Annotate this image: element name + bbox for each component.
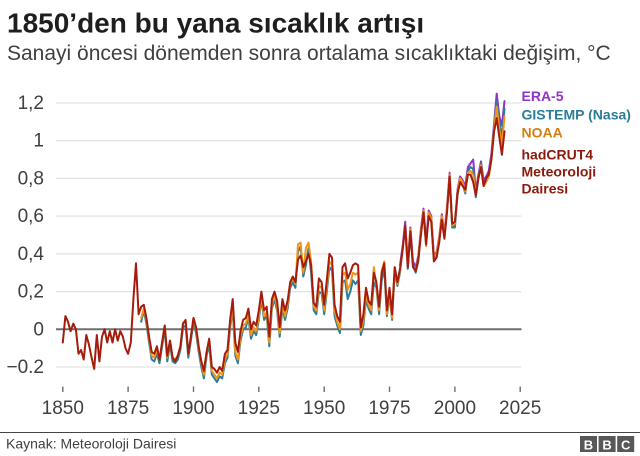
svg-text:B: B — [602, 438, 611, 453]
svg-text:1850’den bu yana sıcaklık artı: 1850’den bu yana sıcaklık artışı — [7, 8, 424, 39]
svg-text:1850: 1850 — [42, 398, 84, 419]
svg-text:GISTEMP (Nasa): GISTEMP (Nasa) — [522, 107, 631, 123]
svg-text:0,2: 0,2 — [18, 282, 44, 303]
svg-text:ERA-5: ERA-5 — [522, 88, 564, 104]
svg-text:Dairesi: Dairesi — [522, 181, 569, 197]
svg-text:−0.2: −0.2 — [6, 357, 44, 378]
svg-text:1925: 1925 — [238, 398, 280, 419]
svg-text:Sanayi öncesi dönemden sonra o: Sanayi öncesi dönemden sonra ortalama sı… — [7, 42, 611, 65]
svg-text:C: C — [621, 438, 631, 453]
svg-text:Kaynak: Meteoroloji Dairesi: Kaynak: Meteoroloji Dairesi — [6, 436, 176, 452]
svg-text:2025: 2025 — [499, 398, 541, 419]
svg-text:1950: 1950 — [303, 398, 345, 419]
svg-text:Meteoroloji: Meteoroloji — [522, 164, 597, 180]
svg-text:NOAA: NOAA — [522, 125, 563, 141]
svg-text:hadCRUT4: hadCRUT4 — [522, 147, 594, 163]
svg-text:1,2: 1,2 — [18, 93, 44, 114]
svg-text:1900: 1900 — [172, 398, 214, 419]
svg-text:0,8: 0,8 — [18, 168, 44, 189]
svg-text:0,4: 0,4 — [18, 244, 45, 265]
svg-text:0: 0 — [33, 319, 44, 340]
svg-text:0,6: 0,6 — [18, 206, 44, 227]
svg-text:2000: 2000 — [434, 398, 476, 419]
svg-text:1975: 1975 — [368, 398, 410, 419]
svg-text:B: B — [584, 438, 593, 453]
svg-text:1875: 1875 — [107, 398, 149, 419]
svg-text:1: 1 — [33, 131, 44, 152]
